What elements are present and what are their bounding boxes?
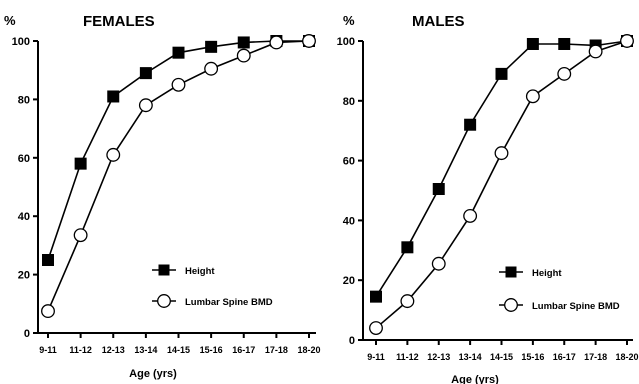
point-height-12-13: [432, 183, 445, 196]
point-height-16-17: [237, 36, 250, 49]
point-height-14-15: [172, 46, 185, 59]
x-tick-label: 11-12: [396, 352, 419, 362]
x-tick-label: 13-14: [134, 345, 157, 355]
point-lumbar-spine-bmd-9-11: [369, 321, 383, 335]
y-tick-label: 20: [18, 270, 30, 282]
y-tick-label: 100: [12, 36, 30, 48]
point-height-15-16: [526, 37, 539, 50]
point-lumbar-spine-bmd-18-20: [302, 34, 316, 48]
point-lumbar-spine-bmd-14-15: [171, 77, 186, 92]
point-lumbar-spine-bmd-17-18: [588, 44, 603, 59]
x-tick-label: 11-12: [69, 345, 92, 355]
y-tick-label: 40: [18, 211, 30, 223]
y-tick-label: 0: [24, 328, 30, 340]
legend-label-height: Height: [185, 266, 215, 277]
legend-label-lumbar-spine-bmd: Lumbar Spine BMD: [532, 301, 620, 312]
x-tick-label: 9-11: [39, 345, 57, 355]
y-tick-label: 100: [337, 36, 355, 48]
y-tick-label: 60: [18, 153, 30, 165]
x-tick-label: 12-13: [102, 345, 125, 355]
y-tick-label: 40: [343, 215, 355, 227]
y-tick-label: 60: [343, 156, 355, 168]
chart-title: MALES: [412, 13, 465, 30]
y-tick-label: 0: [349, 335, 355, 347]
y-tick-label: 20: [343, 275, 355, 287]
point-height-16-17: [558, 37, 571, 50]
x-tick-label: 14-15: [490, 352, 513, 362]
point-lumbar-spine-bmd-13-14: [463, 208, 478, 223]
point-height-12-13: [107, 90, 120, 103]
point-height-13-14: [139, 67, 152, 80]
point-height-14-15: [495, 67, 508, 80]
point-lumbar-spine-bmd-15-16: [525, 89, 540, 104]
males-chart: MALES% 0 20 40 60 80 100 9-11 11-12 12-13 13-14 14-…: [337, 13, 639, 384]
x-tick-label: 17-18: [265, 345, 288, 355]
point-height-9-11: [42, 254, 54, 266]
x-tick-label: 16-17: [232, 345, 255, 355]
x-tick-label: 13-14: [459, 352, 482, 362]
point-lumbar-spine-bmd-12-13: [431, 256, 446, 271]
chart-title: FEMALES: [83, 13, 155, 30]
point-lumbar-spine-bmd-18-20: [620, 34, 634, 48]
point-height-9-11: [370, 290, 382, 303]
point-lumbar-spine-bmd-13-14: [138, 98, 153, 113]
x-axis-label: Age (yrs): [129, 368, 177, 380]
point-lumbar-spine-bmd-14-15: [494, 146, 509, 161]
point-lumbar-spine-bmd-16-17: [236, 48, 251, 63]
x-tick-label: 14-15: [167, 345, 190, 355]
females-chart: FEMALES% 0 20 40 60 80 100 9-11 11-12 12-13 13-14 1…: [4, 13, 321, 380]
point-height-13-14: [464, 118, 477, 131]
x-tick-label: 17-18: [584, 352, 607, 362]
x-tick-label: 18-20: [615, 352, 638, 362]
legend-label-height: Height: [532, 268, 562, 279]
point-height-11-12: [74, 157, 87, 170]
x-tick-label: 15-16: [200, 345, 223, 355]
x-tick-label: 15-16: [521, 352, 544, 362]
x-tick-label: 18-20: [297, 345, 320, 355]
y-axis-label: %: [4, 13, 16, 28]
y-axis-label: %: [343, 13, 355, 28]
legend-label-lumbar-spine-bmd: Lumbar Spine BMD: [185, 297, 273, 308]
point-height-15-16: [205, 40, 218, 53]
point-lumbar-spine-bmd-15-16: [204, 61, 219, 76]
point-lumbar-spine-bmd-12-13: [106, 147, 121, 162]
point-lumbar-spine-bmd-16-17: [557, 66, 572, 81]
point-lumbar-spine-bmd-11-12: [73, 228, 88, 243]
x-tick-label: 16-17: [553, 352, 576, 362]
series-line-lumbar-spine-bmd: [375, 40, 628, 329]
legend-marker-lumbar-spine-bmd: [157, 294, 171, 308]
point-lumbar-spine-bmd-11-12: [400, 294, 415, 309]
point-lumbar-spine-bmd-9-11: [41, 304, 55, 319]
x-tick-label: 12-13: [427, 352, 450, 362]
x-tick-label: 9-11: [367, 352, 385, 362]
y-tick-label: 80: [343, 96, 355, 108]
legend-marker-lumbar-spine-bmd: [504, 298, 518, 312]
point-height-11-12: [401, 241, 414, 254]
series-line-height: [47, 40, 309, 261]
y-tick-label: 80: [18, 94, 30, 106]
legend-marker-height: [158, 264, 170, 276]
point-lumbar-spine-bmd-17-18: [269, 35, 284, 50]
legend-marker-height: [505, 266, 517, 278]
x-axis-label: Age (yrs): [451, 374, 499, 384]
